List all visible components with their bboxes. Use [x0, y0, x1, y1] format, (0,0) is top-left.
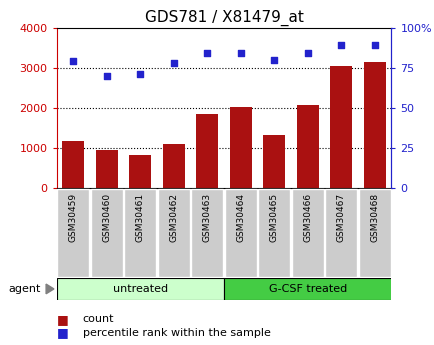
FancyBboxPatch shape — [56, 278, 224, 300]
Text: GSM30468: GSM30468 — [369, 193, 378, 242]
Point — [270, 57, 277, 62]
Text: GSM30467: GSM30467 — [336, 193, 345, 242]
Bar — [329, 66, 352, 188]
FancyBboxPatch shape — [224, 278, 391, 300]
Text: agent: agent — [9, 284, 41, 294]
Text: GSM30463: GSM30463 — [202, 193, 211, 242]
Point — [70, 59, 77, 64]
Text: percentile rank within the sample: percentile rank within the sample — [82, 328, 270, 338]
FancyBboxPatch shape — [258, 189, 289, 277]
Text: GSM30459: GSM30459 — [69, 193, 78, 242]
Bar — [162, 144, 184, 188]
Point — [203, 50, 210, 56]
FancyBboxPatch shape — [191, 189, 223, 277]
Point — [103, 73, 110, 78]
Bar — [62, 141, 84, 188]
Text: ■: ■ — [56, 326, 68, 339]
Point — [237, 50, 244, 56]
FancyBboxPatch shape — [91, 189, 122, 277]
Text: ■: ■ — [56, 313, 68, 326]
Text: GSM30461: GSM30461 — [135, 193, 145, 242]
Bar — [296, 105, 318, 188]
Text: GSM30466: GSM30466 — [302, 193, 312, 242]
FancyBboxPatch shape — [358, 189, 390, 277]
FancyBboxPatch shape — [158, 189, 189, 277]
Point — [337, 42, 344, 48]
Text: GSM30465: GSM30465 — [269, 193, 278, 242]
Title: GDS781 / X81479_at: GDS781 / X81479_at — [144, 10, 303, 26]
Text: GSM30464: GSM30464 — [236, 193, 245, 242]
Point — [137, 71, 144, 77]
Text: untreated: untreated — [112, 284, 168, 294]
Text: count: count — [82, 314, 114, 324]
Point — [170, 60, 177, 66]
Text: G-CSF treated: G-CSF treated — [268, 284, 346, 294]
Point — [304, 50, 311, 56]
Bar — [229, 107, 251, 188]
Bar — [196, 114, 218, 188]
Point — [371, 42, 378, 48]
Bar — [263, 135, 285, 188]
FancyBboxPatch shape — [325, 189, 356, 277]
FancyBboxPatch shape — [57, 189, 89, 277]
FancyBboxPatch shape — [124, 189, 156, 277]
Text: GSM30462: GSM30462 — [169, 193, 178, 242]
FancyBboxPatch shape — [291, 189, 323, 277]
FancyBboxPatch shape — [224, 189, 256, 277]
Bar — [129, 155, 151, 188]
Bar — [363, 62, 385, 188]
Bar — [95, 150, 118, 188]
Text: GSM30460: GSM30460 — [102, 193, 111, 242]
